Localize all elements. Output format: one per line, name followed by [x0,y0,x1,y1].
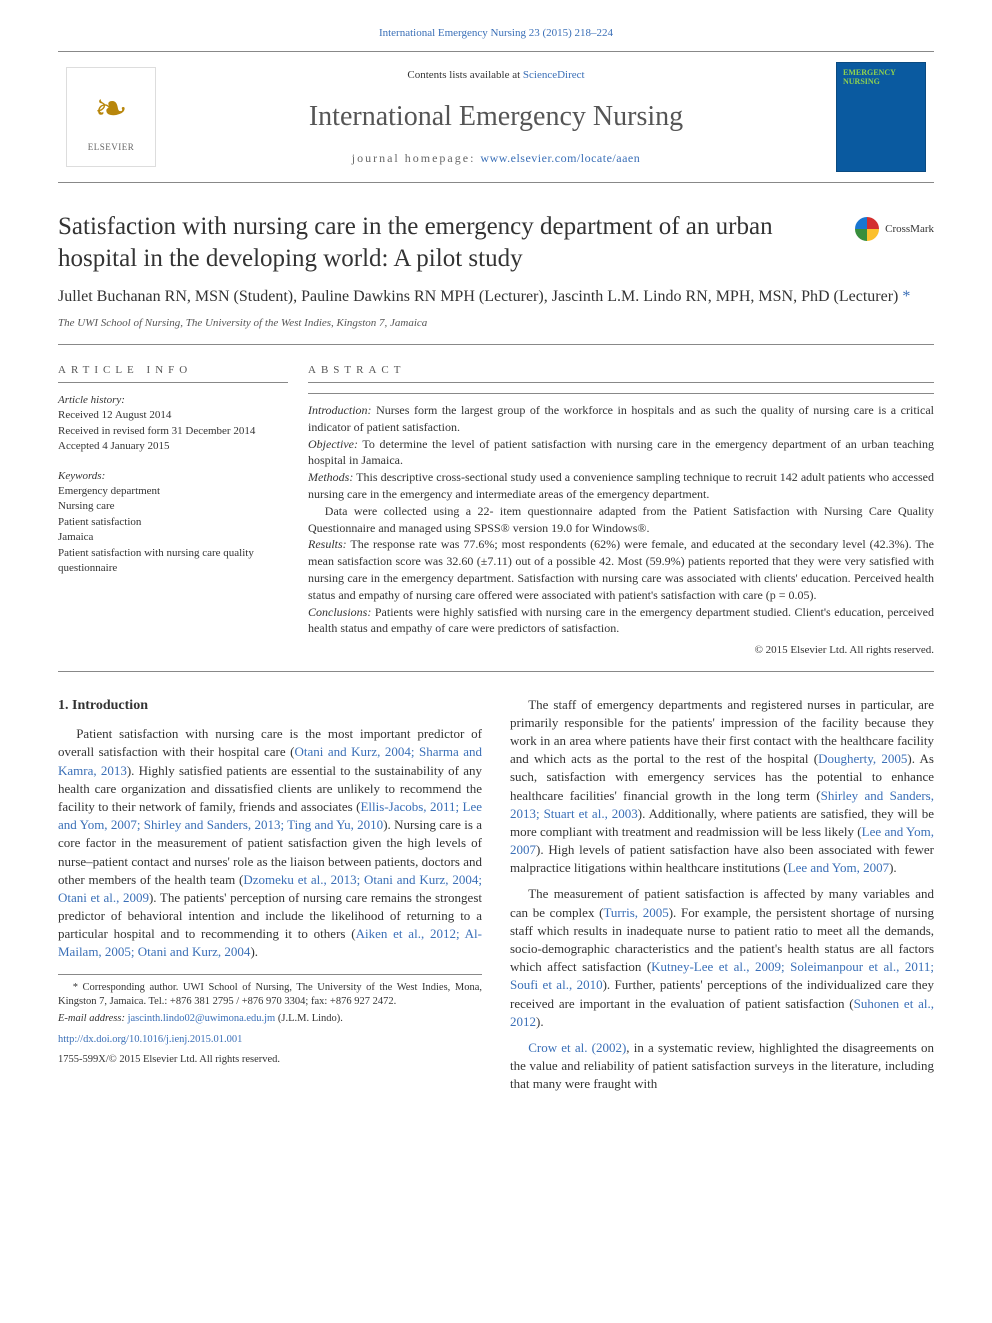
abstract-copyright: © 2015 Elsevier Ltd. All rights reserved… [308,643,934,658]
article-info-column: ARTICLE INFO Article history: Received 1… [58,363,308,659]
contents-available-line: Contents lists available at ScienceDirec… [168,68,824,83]
article-history-label: Article history: [58,393,288,408]
article-header: CrossMark Satisfaction with nursing care… [58,211,934,344]
p3-text-d: ). [536,1014,544,1029]
email-suffix: (J.L.M. Lindo). [275,1013,343,1024]
abs-objective-text: To determine the level of patient satisf… [308,437,934,468]
intro-paragraph-2: The staff of emergency departments and r… [510,696,934,878]
issn-copyright-line: 1755-599X/© 2015 Elsevier Ltd. All right… [58,1053,482,1068]
doi-link[interactable]: http://dx.doi.org/10.1016/j.ienj.2015.01… [58,1034,242,1045]
citation-link[interactable]: Lee and Yom, 2007 [788,860,889,875]
elsevier-tree-icon: ❧ [94,81,128,137]
citation-header: International Emergency Nursing 23 (2015… [58,26,934,41]
intro-paragraph-4: Crow et al. (2002), in a systematic revi… [510,1039,934,1094]
abstract-methods-p2: Data were collected using a 22- item que… [308,503,934,537]
body-two-column: 1. Introduction Patient satisfaction wit… [58,696,934,1094]
journal-cover-thumbnail: EMERGENCY NURSING [836,62,926,172]
abs-methods-text: This descriptive cross-sectional study u… [308,470,934,501]
abstract-column: ABSTRACT Introduction: Nurses form the l… [308,363,934,659]
keyword-item: Emergency department [58,484,288,499]
keywords-label: Keywords: [58,469,288,484]
history-received: Received 12 August 2014 [58,408,288,423]
abs-conclusions-text: Patients were highly satisfied with nurs… [308,605,934,636]
crossmark-icon [853,215,881,243]
doi-line: http://dx.doi.org/10.1016/j.ienj.2015.01… [58,1033,482,1048]
keyword-item: Jamaica [58,530,288,545]
abs-methods-label: Methods: [308,470,353,484]
crossmark-label: CrossMark [885,222,934,237]
abstract-conclusions: Conclusions: Patients were highly satisf… [308,604,934,638]
elsevier-logo: ❧ ELSEVIER [66,67,156,167]
cover-title-text: EMERGENCY NURSING [843,69,919,87]
corr-email-line: E-mail address: jascinth.lindo02@uwimona… [58,1012,482,1027]
authors-text: Jullet Buchanan RN, MSN (Student), Pauli… [58,288,902,305]
intro-paragraph-3: The measurement of patient satisfaction … [510,885,934,1031]
crossmark-badge[interactable]: CrossMark [853,215,934,243]
elsevier-brand-text: ELSEVIER [88,141,135,154]
p1-text-e: ). [250,944,258,959]
corresponding-author-footnote: * Corresponding author. UWI School of Nu… [58,974,482,1068]
history-revised: Received in revised form 31 December 201… [58,424,288,439]
corr-author-text: * Corresponding author. UWI School of Nu… [58,981,482,1010]
journal-homepage-line: journal homepage: www.elsevier.com/locat… [168,150,824,167]
abs-results-label: Results: [308,537,347,551]
homepage-prefix: journal homepage: [352,151,481,165]
keyword-item: Patient satisfaction [58,515,288,530]
keyword-item: Nursing care [58,499,288,514]
abs-objective-label: Objective: [308,437,358,451]
abs-intro-text: Nurses form the largest group of the wor… [308,403,934,434]
affiliation: The UWI School of Nursing, The Universit… [58,316,934,331]
abstract-methods: Methods: This descriptive cross-sectiona… [308,469,934,503]
citation-link[interactable]: Dougherty, 2005 [818,751,907,766]
abs-conclusions-label: Conclusions: [308,605,371,619]
abs-results-text: The response rate was 77.6%; most respon… [308,537,934,601]
citation-link[interactable]: Turris, 2005 [603,905,668,920]
citation-link[interactable]: Crow et al. (2002) [528,1040,626,1055]
info-abstract-row: ARTICLE INFO Article history: Received 1… [58,363,934,672]
journal-header: ❧ ELSEVIER Contents lists available at S… [58,51,934,183]
keyword-item: Patient satisfaction with nursing care q… [58,546,288,577]
abstract-intro: Introduction: Nurses form the largest gr… [308,402,934,436]
contents-prefix: Contents lists available at [407,69,522,81]
article-title: Satisfaction with nursing care in the em… [58,211,818,274]
abstract-heading: ABSTRACT [308,363,934,383]
sciencedirect-link[interactable]: ScienceDirect [523,69,585,81]
abs-intro-label: Introduction: [308,403,372,417]
email-label: E-mail address: [58,1013,128,1024]
history-accepted: Accepted 4 January 2015 [58,439,288,454]
abstract-objective: Objective: To determine the level of pat… [308,436,934,470]
abstract-results: Results: The response rate was 77.6%; mo… [308,536,934,603]
section-heading-introduction: 1. Introduction [58,696,482,716]
corr-email-link[interactable]: jascinth.lindo02@uwimona.edu.jm [128,1013,276,1024]
corresponding-author-marker[interactable]: * [902,288,910,305]
authors-line: Jullet Buchanan RN, MSN (Student), Pauli… [58,286,934,308]
article-info-heading: ARTICLE INFO [58,363,288,383]
journal-homepage-link[interactable]: www.elsevier.com/locate/aaen [480,151,640,165]
intro-paragraph-1: Patient satisfaction with nursing care i… [58,725,482,961]
journal-name: International Emergency Nursing [168,97,824,136]
p2-text-e: ). [889,860,897,875]
